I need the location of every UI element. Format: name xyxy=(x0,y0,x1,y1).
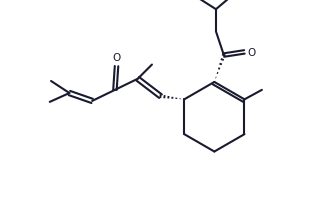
Text: O: O xyxy=(247,48,255,58)
Text: O: O xyxy=(112,53,121,63)
